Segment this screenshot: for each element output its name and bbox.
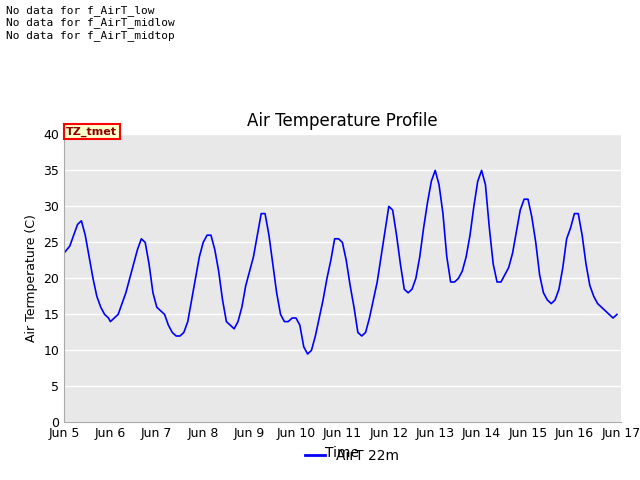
X-axis label: Time: Time [325,446,360,460]
Y-axis label: Air Termperature (C): Air Termperature (C) [25,215,38,342]
Legend: AirT 22m: AirT 22m [299,443,405,468]
Text: TZ_tmet: TZ_tmet [67,126,117,137]
Title: Air Temperature Profile: Air Temperature Profile [247,112,438,130]
Text: No data for f_AirT_low
No data for f_AirT_midlow
No data for f_AirT_midtop: No data for f_AirT_low No data for f_Air… [6,5,175,41]
